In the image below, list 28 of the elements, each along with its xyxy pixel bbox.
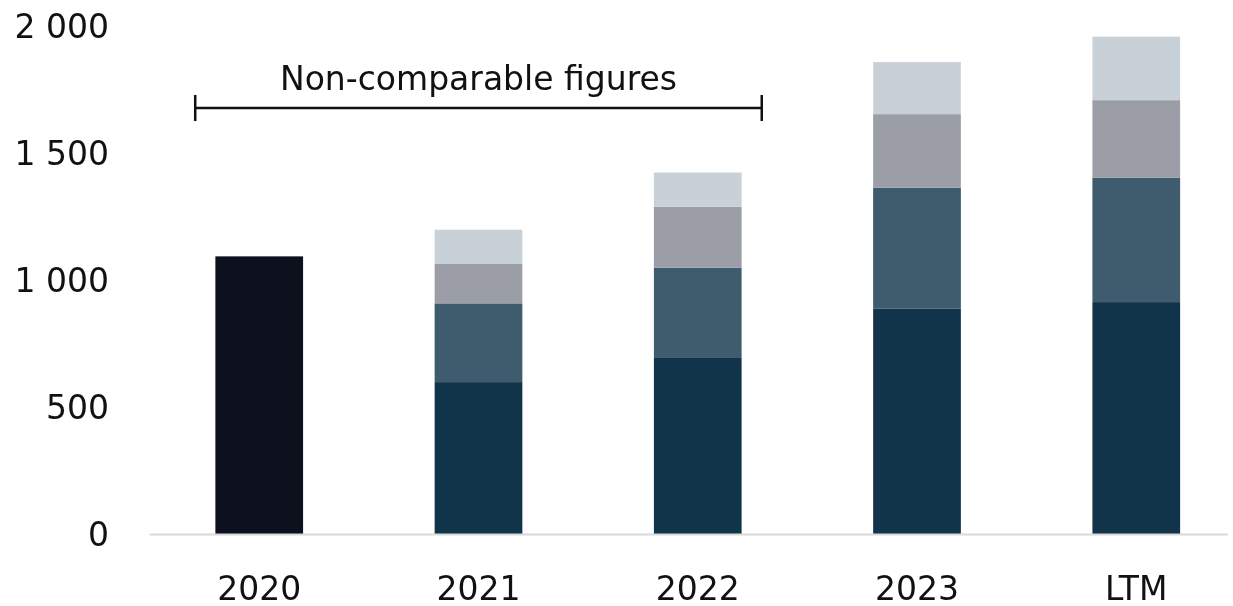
bar (215, 256, 304, 535)
bar (1092, 302, 1181, 535)
bar (1092, 36, 1181, 101)
y-tick-label: 1 500 (14, 134, 109, 173)
annotation: Non-comparable figures (279, 58, 678, 98)
bar (653, 206, 742, 268)
x-tick-label: 2023 (875, 568, 959, 606)
bar (873, 187, 961, 309)
bar (1092, 100, 1181, 178)
x-tick-label: LTM (1105, 568, 1168, 606)
bar (653, 357, 742, 535)
bar (434, 303, 523, 383)
bar (434, 263, 523, 304)
y-tick-label: 500 (46, 388, 109, 427)
y-tick-label: 2 000 (14, 7, 109, 46)
bar (653, 267, 742, 358)
y-tick-label: 1 000 (14, 261, 109, 300)
bar (873, 308, 961, 535)
bar (873, 114, 961, 188)
bar (873, 62, 961, 115)
y-tick-label: 0 (88, 515, 109, 554)
x-tick-label: 2020 (217, 568, 302, 606)
bar (653, 172, 742, 207)
x-tick-label: 2021 (436, 568, 521, 606)
bar (434, 229, 523, 264)
bar (1092, 177, 1181, 303)
bar (434, 382, 523, 535)
x-tick-label: 2022 (655, 568, 740, 606)
